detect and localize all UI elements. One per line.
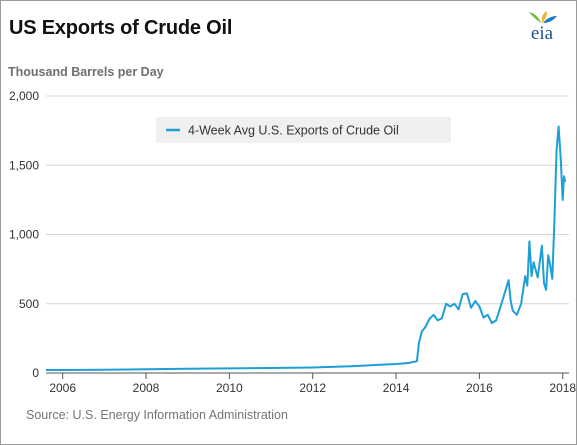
logo-leaf-yellow — [541, 11, 547, 23]
y-tick-label: 500 — [19, 297, 39, 311]
line-chart: 0 500 1,000 1,500 2,000 2006 2008 2010 2012 2014 2… — [9, 89, 576, 395]
x-tick-label: 2008 — [133, 381, 160, 395]
x-tick-label: 2006 — [49, 381, 76, 395]
x-tick-label: 2014 — [383, 381, 410, 395]
logo-leaf-green — [529, 12, 541, 23]
x-tick-label: 2010 — [216, 381, 243, 395]
logo-text: eia — [531, 23, 554, 41]
legend-box — [156, 117, 451, 143]
logo-leaf-blue — [543, 16, 557, 23]
y-axis-label: Thousand Barrels per Day — [8, 65, 164, 79]
legend-label: 4-Week Avg U.S. Exports of Crude Oil — [188, 124, 399, 138]
chart-title: US Exports of Crude Oil — [9, 17, 233, 39]
y-tick-label: 0 — [32, 366, 39, 380]
eia-logo: eia — [529, 11, 557, 41]
y-tick-label: 1,000 — [9, 228, 39, 242]
y-tick-label: 2,000 — [9, 89, 39, 103]
series-line — [46, 125, 567, 371]
source-note: Source: U.S. Energy Information Administ… — [26, 408, 288, 422]
y-tick-label: 1,500 — [9, 158, 39, 172]
x-tick-label: 2012 — [299, 381, 326, 395]
x-tick-label: 2016 — [466, 381, 493, 395]
x-tick-label: 2018 — [549, 381, 576, 395]
